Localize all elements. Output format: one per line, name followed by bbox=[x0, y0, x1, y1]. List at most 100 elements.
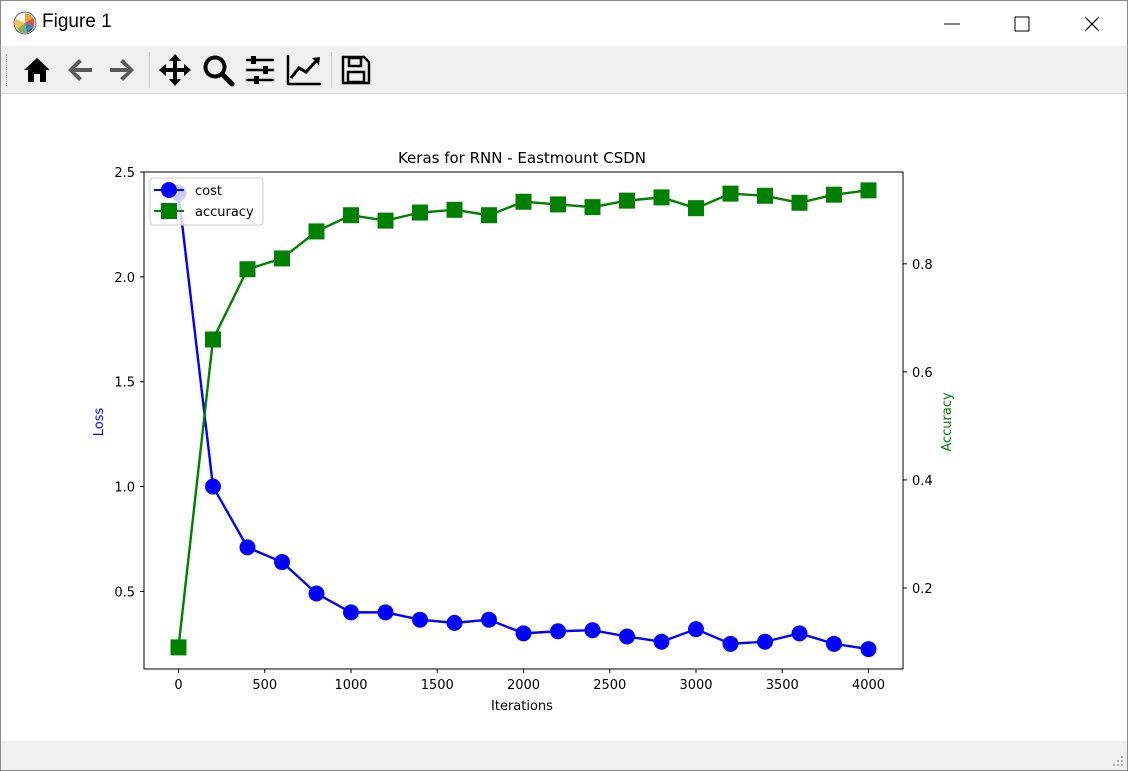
arrow-left-icon bbox=[68, 59, 92, 81]
x-tick-label: 3500 bbox=[766, 678, 799, 693]
y2-tick-label: 0.8 bbox=[912, 258, 933, 273]
subplots-button[interactable] bbox=[241, 52, 279, 88]
accuracy-point bbox=[446, 201, 463, 218]
edit-axes-button[interactable] bbox=[285, 52, 323, 88]
x-axis-label: Iterations bbox=[491, 699, 553, 714]
cost-point bbox=[757, 633, 773, 650]
accuracy-point bbox=[308, 223, 325, 240]
maximize-icon bbox=[1014, 16, 1030, 31]
cost-point bbox=[688, 621, 704, 638]
accuracy-point bbox=[757, 187, 773, 204]
accuracy-point bbox=[722, 185, 739, 202]
cost-point bbox=[826, 635, 842, 652]
accuracy-point bbox=[826, 186, 842, 203]
y-tick-label: 0.5 bbox=[114, 585, 135, 600]
x-tick-label: 2000 bbox=[507, 678, 540, 693]
x-tick-label: 1500 bbox=[421, 678, 454, 693]
pan-button[interactable] bbox=[156, 52, 194, 88]
accuracy-point bbox=[550, 196, 566, 213]
navigation-toolbar bbox=[1, 46, 1127, 94]
accuracy-point bbox=[274, 250, 290, 267]
y2-tick-label: 0.4 bbox=[912, 474, 933, 489]
accuracy-point bbox=[584, 199, 601, 216]
cost-point bbox=[343, 604, 359, 621]
y-tick-label: 2.5 bbox=[114, 166, 135, 181]
accuracy-point bbox=[170, 639, 187, 656]
cost-point bbox=[205, 478, 221, 495]
x-tick-label: 4000 bbox=[852, 678, 885, 693]
cost-point bbox=[791, 625, 808, 642]
cost-point bbox=[860, 641, 877, 658]
line-chart-icon bbox=[286, 55, 321, 86]
accuracy-point bbox=[860, 182, 877, 199]
toolbar-separator bbox=[149, 52, 150, 88]
cost-point bbox=[412, 611, 428, 628]
minimize-button[interactable] bbox=[917, 1, 987, 46]
accuracy-point bbox=[205, 331, 221, 348]
home-button[interactable] bbox=[18, 52, 56, 88]
cost-point bbox=[446, 614, 463, 631]
accuracy-point bbox=[412, 204, 428, 221]
close-button[interactable] bbox=[1057, 1, 1127, 46]
chart[interactable]: Keras for RNN - Eastmount CSDN 0 500 1000 1… bbox=[1, 94, 1127, 741]
accuracy-point bbox=[619, 192, 635, 209]
y-tick-label: 1.5 bbox=[114, 376, 135, 391]
status-bar bbox=[1, 741, 1127, 770]
x-tick-label: 0 bbox=[174, 678, 182, 693]
y-axis-label: Loss bbox=[92, 408, 107, 437]
cost-point bbox=[653, 633, 670, 650]
toolbar-separator bbox=[331, 52, 332, 88]
move-icon bbox=[159, 54, 191, 86]
cost-point bbox=[515, 625, 532, 642]
y2-axis-label: Accuracy bbox=[940, 392, 955, 452]
cost-point bbox=[377, 604, 394, 621]
cost-point bbox=[481, 611, 497, 628]
tick-layer: 0 500 1000 1500 2000 2500 3000 3500 4000 0.5 1.0 1.… bbox=[114, 166, 932, 693]
back-button[interactable] bbox=[61, 52, 99, 88]
window-title: Figure 1 bbox=[42, 11, 112, 32]
legend-cost-marker bbox=[161, 182, 177, 198]
figure-canvas[interactable]: Keras for RNN - Eastmount CSDN 0 500 1000 1… bbox=[1, 94, 1127, 741]
magnifier-icon bbox=[203, 55, 235, 87]
legend-accuracy-marker bbox=[161, 203, 177, 219]
accuracy-point bbox=[377, 212, 394, 229]
save-button[interactable] bbox=[337, 52, 375, 88]
home-icon bbox=[24, 58, 50, 82]
x-tick-label: 1000 bbox=[334, 678, 367, 693]
maximize-button[interactable] bbox=[987, 1, 1057, 46]
cost-point bbox=[274, 554, 290, 571]
forward-button[interactable] bbox=[103, 52, 141, 88]
accuracy-point bbox=[239, 261, 256, 278]
x-tick-label: 2500 bbox=[593, 678, 626, 693]
cost-point bbox=[619, 628, 635, 645]
accuracy-point bbox=[688, 200, 704, 217]
zoom-button[interactable] bbox=[199, 52, 237, 88]
legend: cost accuracy bbox=[149, 177, 264, 226]
title-bar: Figure 1 bbox=[1, 1, 1127, 46]
accuracy-point bbox=[791, 194, 808, 211]
cost-point bbox=[584, 622, 601, 639]
accuracy-point bbox=[653, 189, 670, 206]
arrow-right-icon bbox=[110, 59, 134, 81]
cost-point bbox=[722, 635, 739, 652]
sliders-icon bbox=[246, 56, 274, 84]
toolbar-grip bbox=[6, 54, 10, 86]
accuracy-point bbox=[481, 207, 497, 224]
legend-accuracy-label: accuracy bbox=[195, 205, 254, 220]
minimize-icon bbox=[944, 23, 960, 24]
y2-tick-label: 0.2 bbox=[912, 582, 933, 597]
plot-area bbox=[170, 182, 877, 658]
close-icon bbox=[1084, 16, 1100, 31]
floppy-disk-icon bbox=[341, 55, 371, 85]
legend-cost-label: cost bbox=[195, 184, 222, 199]
y-tick-label: 2.0 bbox=[114, 271, 135, 286]
resize-grip-icon[interactable] bbox=[1112, 755, 1124, 767]
chart-title: Keras for RNN - Eastmount CSDN bbox=[398, 149, 646, 167]
y-tick-label: 1.0 bbox=[114, 481, 135, 496]
x-tick-label: 500 bbox=[252, 678, 277, 693]
axes-frame bbox=[143, 171, 904, 670]
accuracy-point bbox=[343, 207, 359, 224]
x-tick-label: 3000 bbox=[679, 678, 712, 693]
cost-point bbox=[308, 585, 325, 602]
